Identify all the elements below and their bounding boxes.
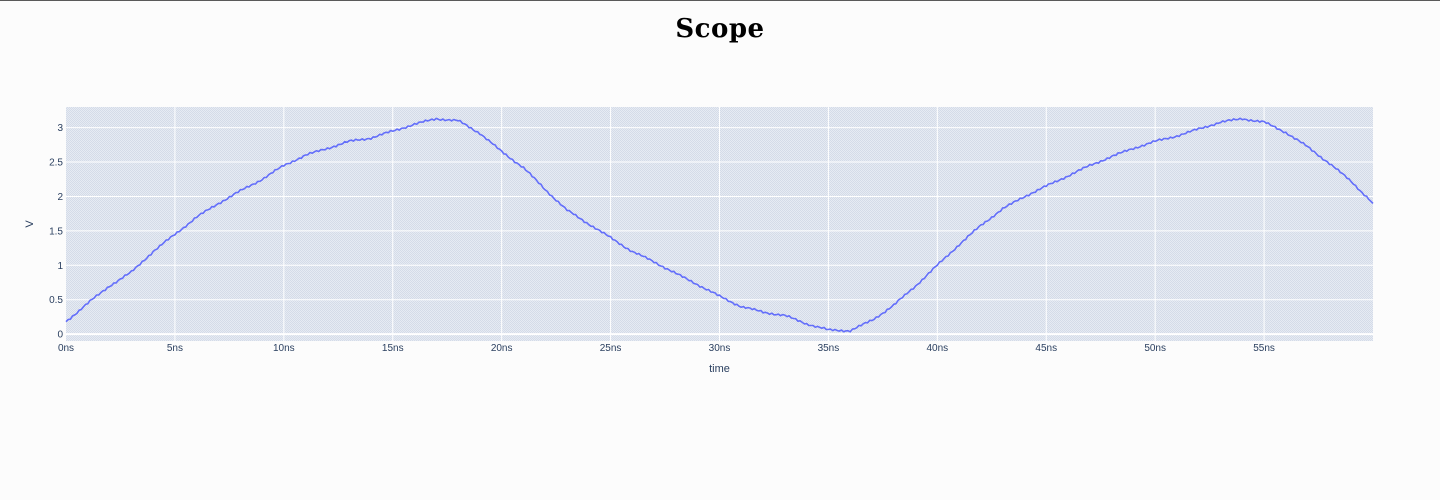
x-tick-label: 10ns — [273, 343, 295, 354]
y-tick-label: 2 — [57, 192, 63, 203]
x-tick-label: 5ns — [167, 343, 183, 354]
x-axis-title: time — [709, 363, 730, 375]
y-tick-label: 3 — [57, 123, 63, 134]
x-tick-label: 55ns — [1253, 343, 1275, 354]
y-tick-label: 1.5 — [49, 226, 63, 237]
x-tick-label: 20ns — [491, 343, 513, 354]
top-border — [0, 0, 1440, 1]
y-tick-label: 0.5 — [49, 295, 63, 306]
x-tick-label: 45ns — [1035, 343, 1057, 354]
x-tick-label: 50ns — [1144, 343, 1166, 354]
x-tick-label: 15ns — [382, 343, 404, 354]
page-title: Scope — [675, 14, 765, 44]
x-tick-label: 30ns — [709, 343, 731, 354]
y-tick-label: 1 — [57, 261, 63, 272]
x-tick-label: 40ns — [926, 343, 948, 354]
x-tick-label: 25ns — [600, 343, 622, 354]
y-axis-title: V — [24, 220, 36, 228]
x-tick-label: 35ns — [818, 343, 840, 354]
y-tick-label: 2.5 — [49, 158, 63, 169]
y-tick-label: 0 — [57, 330, 63, 341]
x-tick-label: 0ns — [58, 343, 74, 354]
series-line-0 — [65, 117, 1374, 333]
